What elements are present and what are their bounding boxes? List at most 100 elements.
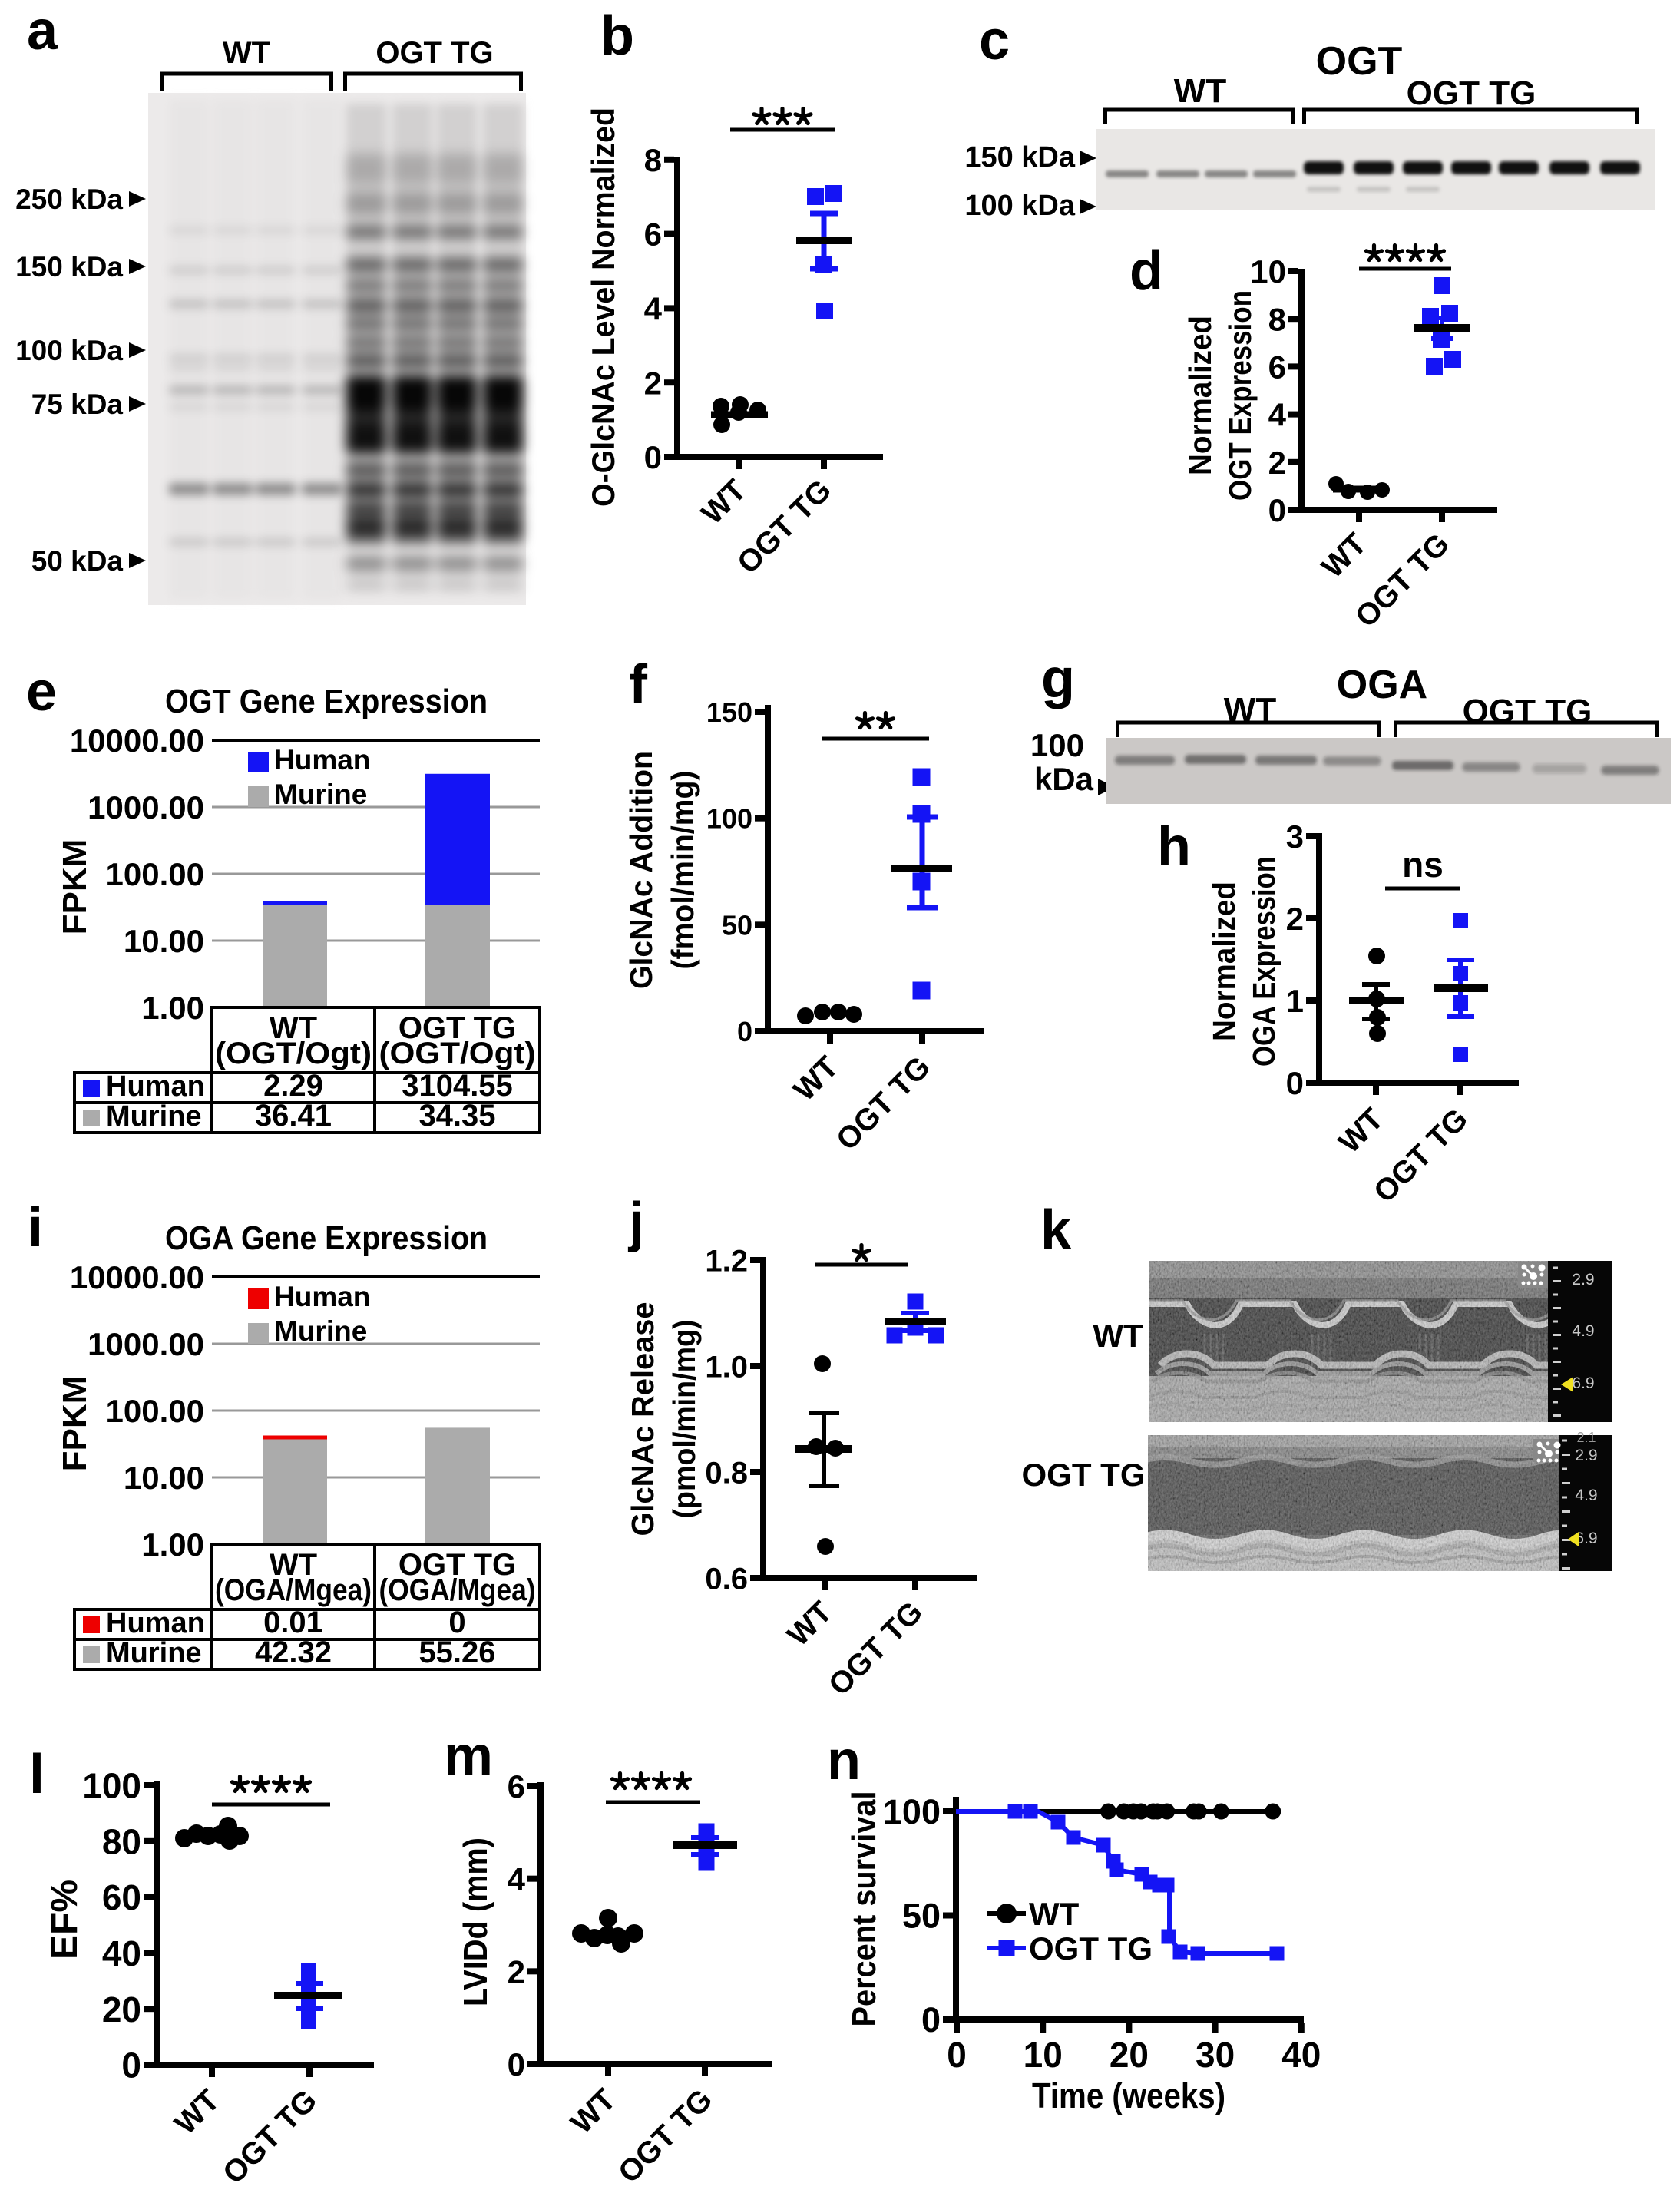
svg-text:(pmol/min/mg): (pmol/min/mg) (666, 1320, 702, 1519)
svg-text:250 kDa: 250 kDa (15, 184, 123, 215)
svg-text:80: 80 (102, 1821, 141, 1861)
svg-text:10.00: 10.00 (124, 923, 204, 959)
svg-text:40: 40 (1281, 2035, 1321, 2075)
svg-text:50: 50 (722, 909, 752, 941)
svg-text:OGT Expression: OGT Expression (1222, 290, 1258, 501)
svg-text:30: 30 (1196, 2035, 1235, 2075)
svg-text:WT: WT (1029, 1896, 1080, 1932)
svg-text:WT: WT (270, 1011, 317, 1045)
svg-text:f: f (629, 654, 648, 716)
svg-text:l: l (29, 1744, 45, 1805)
svg-text:ns: ns (1402, 845, 1444, 885)
svg-text:(fmol/min/mg): (fmol/min/mg) (665, 771, 700, 970)
svg-text:100.00: 100.00 (106, 856, 204, 892)
svg-text:2: 2 (1268, 445, 1286, 481)
svg-text:40: 40 (102, 1933, 141, 1973)
svg-text:4: 4 (508, 1861, 526, 1897)
svg-text:d: d (1129, 240, 1163, 302)
svg-text:a: a (27, 0, 58, 61)
svg-text:OGA Gene Expression: OGA Gene Expression (165, 1219, 488, 1257)
svg-text:20: 20 (102, 1990, 141, 2029)
svg-text:O-GlcNAc Level Normalized: O-GlcNAc Level Normalized (585, 108, 621, 507)
svg-text:2.29: 2.29 (263, 1069, 323, 1103)
svg-text:6: 6 (508, 1768, 525, 1804)
svg-text:Human: Human (274, 744, 370, 776)
svg-text:OGT TG: OGT TG (1463, 693, 1592, 730)
svg-text:1.00: 1.00 (141, 990, 204, 1026)
svg-text:4.9: 4.9 (1572, 1322, 1594, 1340)
svg-text:e: e (26, 661, 57, 723)
svg-text:10.00: 10.00 (124, 1460, 204, 1496)
svg-text:c: c (979, 10, 1010, 71)
svg-text:0: 0 (644, 439, 662, 475)
svg-text:0: 0 (1268, 492, 1286, 528)
svg-text:150 kDa: 150 kDa (15, 251, 123, 283)
svg-text:(OGT/Ogt): (OGT/Ogt) (215, 1037, 372, 1070)
svg-text:FPKM: FPKM (56, 839, 94, 935)
svg-text:OGT TG: OGT TG (1029, 1930, 1153, 1966)
svg-text:OGA Expression: OGA Expression (1246, 856, 1281, 1067)
svg-text:j: j (627, 1192, 644, 1253)
svg-text:0: 0 (921, 2000, 941, 2039)
svg-text:WT: WT (223, 36, 270, 70)
svg-text:OGT TG: OGT TG (1407, 74, 1536, 112)
svg-text:1000.00: 1000.00 (88, 789, 204, 825)
svg-text:LVIDd (mm): LVIDd (mm) (457, 1837, 494, 2006)
svg-text:OGT: OGT (1316, 39, 1403, 84)
svg-text:100: 100 (883, 1792, 941, 1831)
svg-text:6.9: 6.9 (1572, 1374, 1594, 1392)
svg-text:42.32: 42.32 (255, 1636, 332, 1669)
svg-text:50 kDa: 50 kDa (31, 545, 124, 577)
svg-text:4: 4 (1268, 397, 1287, 433)
svg-text:100: 100 (1030, 727, 1084, 763)
svg-text:b: b (600, 5, 634, 67)
svg-text:4.9: 4.9 (1575, 1487, 1597, 1504)
svg-text:20: 20 (1110, 2035, 1149, 2075)
svg-text:6.9: 6.9 (1575, 1530, 1597, 1547)
svg-text:55.26: 55.26 (418, 1636, 495, 1669)
svg-text:3104.55: 3104.55 (402, 1069, 513, 1103)
svg-text:100 kDa: 100 kDa (15, 335, 123, 366)
svg-text:(OGA/Mgea): (OGA/Mgea) (379, 1573, 536, 1607)
svg-text:1000.00: 1000.00 (88, 1326, 204, 1362)
svg-text:GlcNAc Release: GlcNAc Release (625, 1302, 660, 1536)
svg-text:i: i (28, 1197, 43, 1259)
svg-text:Normalized: Normalized (1206, 882, 1242, 1041)
svg-text:GlcNAc Addition: GlcNAc Addition (623, 751, 659, 989)
svg-text:10000.00: 10000.00 (70, 723, 204, 759)
svg-text:k: k (1040, 1199, 1072, 1261)
svg-text:150: 150 (706, 696, 752, 728)
svg-text:Normalized: Normalized (1182, 316, 1218, 475)
svg-text:50: 50 (902, 1897, 941, 1936)
svg-text:WT: WT (1093, 1318, 1143, 1354)
svg-text:OGT TG: OGT TG (399, 1548, 516, 1582)
svg-text:10: 10 (1250, 253, 1286, 289)
svg-text:Murine: Murine (274, 779, 367, 810)
svg-text:0.6: 0.6 (705, 1562, 748, 1596)
svg-text:(OGT/Ogt): (OGT/Ogt) (379, 1037, 536, 1070)
svg-text:0: 0 (508, 2046, 525, 2082)
svg-text:150 kDa: 150 kDa (964, 141, 1076, 174)
svg-text:OGT TG: OGT TG (1022, 1457, 1146, 1493)
svg-text:OGT TG: OGT TG (375, 36, 493, 70)
svg-text:WT: WT (270, 1548, 317, 1582)
svg-text:3: 3 (1286, 819, 1304, 855)
svg-text:OGT TG: OGT TG (399, 1011, 516, 1045)
svg-text:Murine: Murine (274, 1315, 367, 1347)
svg-text:100: 100 (706, 803, 752, 835)
svg-text:75 kDa: 75 kDa (31, 389, 124, 420)
svg-text:Murine: Murine (106, 1637, 202, 1669)
svg-text:m: m (444, 1725, 493, 1787)
svg-text:60: 60 (102, 1877, 141, 1917)
svg-text:OGT Gene Expression: OGT Gene Expression (165, 683, 488, 720)
svg-text:n: n (827, 1730, 861, 1791)
svg-text:4: 4 (644, 291, 663, 327)
svg-text:2.9: 2.9 (1575, 1447, 1597, 1464)
svg-text:34.35: 34.35 (418, 1099, 495, 1133)
svg-text:EF%: EF% (45, 1880, 85, 1960)
svg-text:(OGA/Mgea): (OGA/Mgea) (215, 1573, 372, 1607)
svg-text:2.9: 2.9 (1572, 1271, 1594, 1288)
svg-text:kDa: kDa (1034, 761, 1094, 797)
svg-text:0: 0 (121, 2046, 141, 2086)
svg-text:g: g (1041, 648, 1075, 710)
